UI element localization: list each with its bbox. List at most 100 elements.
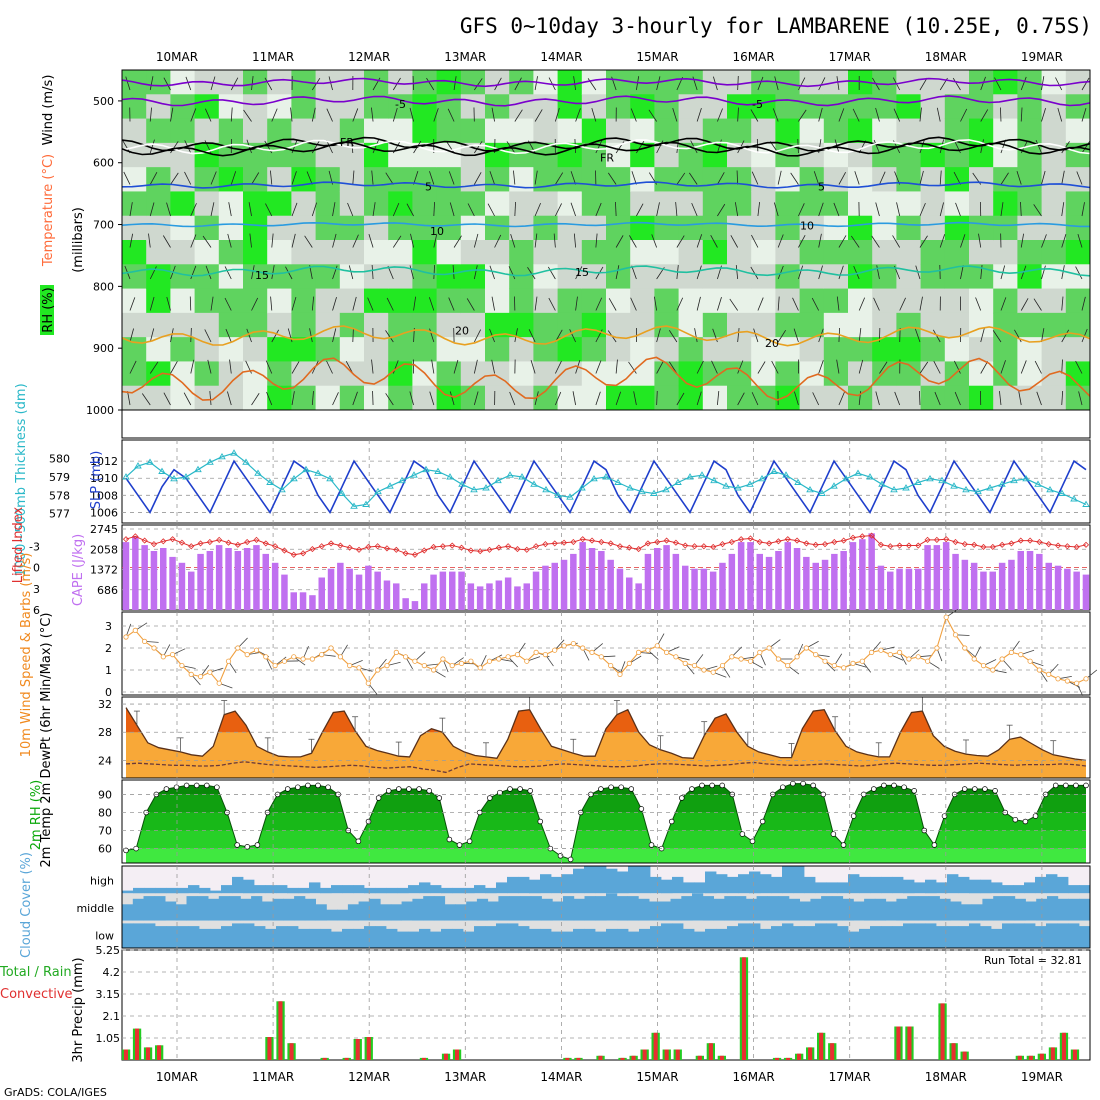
thickness-point xyxy=(698,471,706,478)
wind-barb xyxy=(311,391,314,406)
rh-cell xyxy=(364,118,389,144)
rh-point xyxy=(567,856,574,863)
rh-cell xyxy=(218,288,244,314)
cloud-bar xyxy=(837,882,849,894)
lifted-index-point xyxy=(766,540,773,547)
rh-cell xyxy=(460,312,486,338)
thickness-point xyxy=(398,476,406,484)
rh-cell xyxy=(702,385,728,411)
cloud-bar xyxy=(694,882,706,894)
wind-speed-point xyxy=(971,656,977,662)
cloud-bar xyxy=(294,896,306,921)
wind-barb xyxy=(406,203,414,217)
rh-cell xyxy=(920,191,946,217)
wind-barb xyxy=(149,171,158,185)
thickness-point xyxy=(470,485,478,493)
rh-cell xyxy=(1017,191,1043,217)
cloud-bar xyxy=(727,876,739,894)
chart-title: GFS 0~10day 3-hourly for LAMBARENE (10.2… xyxy=(460,14,1092,38)
cloud-bar xyxy=(661,879,673,894)
lifted-index-point xyxy=(896,542,903,549)
wind-barb xyxy=(474,78,483,91)
lifted-index-point xyxy=(197,540,204,547)
thickness-point xyxy=(254,469,262,476)
precip-axis-label: 3hr Precip (mm) xyxy=(71,957,86,1062)
wind-speed-point xyxy=(608,662,614,669)
rh-cell xyxy=(485,337,510,362)
rh-legend-swatch xyxy=(40,285,54,335)
lifted-index-point xyxy=(411,551,418,558)
lifted-index-point xyxy=(887,543,894,550)
rh-cell xyxy=(993,142,1018,168)
wind-barb xyxy=(489,171,495,185)
wind-barb xyxy=(772,108,779,122)
cape-axis-label: CAPE (J/kg) xyxy=(71,534,86,606)
wind-speed-point xyxy=(924,658,931,664)
rh-cell xyxy=(896,94,922,120)
rh-cell xyxy=(146,215,171,241)
rh-cell xyxy=(267,215,292,241)
cloud-bar xyxy=(197,896,209,921)
cloud-bar xyxy=(702,896,714,921)
cloud-bar xyxy=(771,876,783,894)
thickness-point xyxy=(926,474,934,482)
lifted-index-point xyxy=(421,547,428,554)
rh-cell xyxy=(654,385,680,411)
cape-bar xyxy=(299,592,307,610)
isotherm-line xyxy=(121,325,1091,347)
rh-cell xyxy=(170,288,196,314)
precip-convective-bar xyxy=(797,1053,802,1060)
lifted-index-point xyxy=(560,539,568,546)
rh-cell xyxy=(799,312,825,338)
wind-barb xyxy=(608,298,617,311)
wind-barb xyxy=(1000,360,1006,374)
cloud-bar xyxy=(364,926,376,948)
wind-speed-point xyxy=(943,614,949,620)
lifted-index-point xyxy=(654,538,661,546)
cloud-bar xyxy=(573,928,585,948)
rh-cell xyxy=(485,385,510,411)
wind-barb xyxy=(372,202,376,217)
wind-barb xyxy=(367,297,374,311)
wind-speed-point xyxy=(1046,671,1052,678)
lifted-index-point xyxy=(132,533,139,540)
cape-bar xyxy=(579,542,586,610)
thickness-point xyxy=(350,502,358,509)
rh-cell xyxy=(315,337,341,362)
cloud-bar xyxy=(551,876,563,894)
wind-tick-label: 1 xyxy=(105,664,112,677)
rh-cell xyxy=(146,288,171,314)
rh-cell xyxy=(315,118,341,144)
wind-barb xyxy=(534,296,538,311)
rh-cell xyxy=(364,385,389,411)
wind-barb xyxy=(127,391,131,406)
precip-convective-bar xyxy=(830,1043,835,1060)
thickness-point xyxy=(374,487,382,495)
wind-barb xyxy=(836,359,840,374)
precip-convective-bar xyxy=(344,1057,349,1060)
wind-barb xyxy=(332,233,337,248)
rh-cell xyxy=(533,118,559,144)
cloud-bar xyxy=(683,928,695,948)
wind-barb xyxy=(204,329,212,343)
rh-cell xyxy=(799,288,825,314)
rh-cell xyxy=(1065,385,1091,411)
rh-cell xyxy=(581,288,607,314)
wind-speed-point xyxy=(1018,651,1024,658)
lifted-index-point xyxy=(495,544,502,551)
rh-cell xyxy=(1041,118,1067,144)
rh-cell xyxy=(969,337,994,362)
wind-barb xyxy=(736,170,739,185)
rh-cell xyxy=(702,337,728,362)
cloud-bar xyxy=(287,926,299,948)
wind-barb xyxy=(992,330,1002,343)
wind-barb xyxy=(271,329,280,343)
rh-cell xyxy=(460,215,486,241)
cloud-bar xyxy=(661,923,673,948)
lifted-index-point xyxy=(253,536,260,543)
wind-barb xyxy=(631,171,637,185)
rh-cell xyxy=(315,361,341,387)
rh-point xyxy=(598,786,604,792)
lifted-index-point xyxy=(626,544,633,551)
cloud-bar xyxy=(408,931,420,948)
